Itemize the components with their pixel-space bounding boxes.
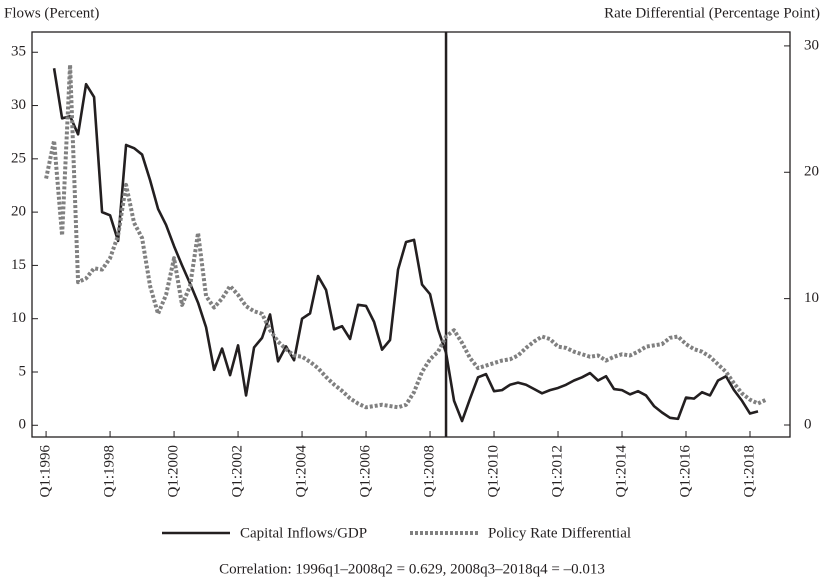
- legend-label: Policy Rate Differential: [488, 525, 631, 541]
- x-tick-label: Q1:2006: [357, 445, 373, 498]
- y-axis-title: Flows (Percent): [4, 5, 99, 21]
- x-tick-label: Q1:1998: [102, 445, 118, 498]
- x-tick-label: Q1:2000: [166, 445, 182, 498]
- plot-frame: [31, 31, 791, 438]
- x-tick-label: Q1:2002: [229, 445, 245, 498]
- y-tick-label: 25: [11, 150, 26, 166]
- y2-axis-title: Rate Differential (Percentage Point): [604, 5, 820, 21]
- y-tick-label: 20: [11, 204, 26, 220]
- legend-label: Capital Inflows/GDP: [240, 525, 367, 541]
- x-tick-label: Q1:1996: [38, 445, 54, 498]
- x-tick-label: Q1:2012: [549, 445, 565, 498]
- note: Correlation: 1996q1–2008q2 = 0.629, 2008…: [219, 561, 605, 577]
- y2-tick-label: 20: [804, 164, 819, 180]
- x-tick-label: Q1:2010: [485, 445, 501, 498]
- y-tick-label: 5: [19, 363, 27, 379]
- y-tick-label: 10: [11, 310, 26, 326]
- x-tick-label: Q1:2018: [741, 445, 757, 498]
- x-tick-label: Q1:2008: [421, 445, 437, 498]
- y2-tick-label: 30: [804, 37, 819, 53]
- series-line: [52, 68, 759, 423]
- y2-tick-label: 10: [804, 290, 819, 306]
- y-tick-label: 15: [11, 257, 26, 273]
- y-tick-label: 30: [11, 97, 26, 113]
- x-tick-label: Q1:2004: [293, 445, 309, 498]
- x-tick-label: Q1:2014: [613, 445, 629, 498]
- y-tick-label: 35: [11, 44, 26, 60]
- y2-tick-label: 0: [804, 416, 812, 432]
- y-tick-label: 0: [19, 417, 27, 433]
- x-tick-label: Q1:2016: [677, 445, 693, 498]
- series-line: [44, 62, 767, 410]
